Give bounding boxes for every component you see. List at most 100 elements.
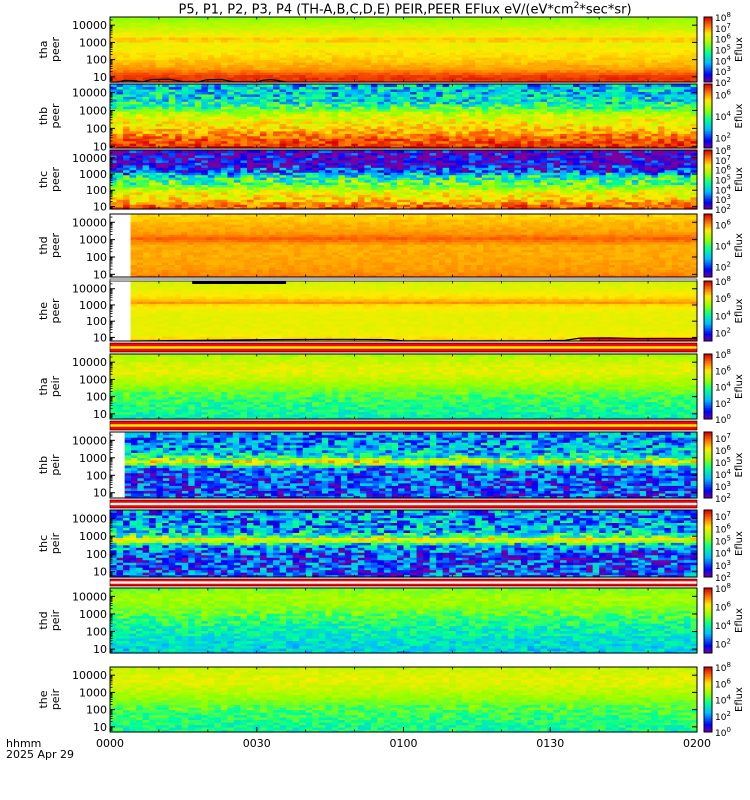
heatmap-cell xyxy=(162,72,170,76)
heatmap-cell xyxy=(233,79,242,83)
heatmap-cell xyxy=(273,49,281,53)
heatmap-cell xyxy=(475,39,483,43)
heatmap-cell xyxy=(351,39,359,43)
heatmap-cell xyxy=(357,62,365,66)
heatmap-cell xyxy=(677,74,685,78)
heatmap-cell xyxy=(136,72,144,76)
heatmap-cell xyxy=(657,49,665,53)
heatmap-cell xyxy=(566,22,574,26)
heatmap-cell xyxy=(527,42,535,46)
heatmap-cell xyxy=(560,37,568,41)
heatmap-cell xyxy=(573,62,581,66)
heatmap-cell xyxy=(488,52,496,56)
heatmap-cell xyxy=(299,74,307,78)
heatmap-cell xyxy=(625,19,633,23)
heatmap-cell xyxy=(233,17,242,21)
heatmap-cell xyxy=(214,44,222,48)
heatmap-cell xyxy=(214,27,222,31)
heatmap-cell xyxy=(149,34,157,38)
heatmap-cell xyxy=(338,59,346,63)
heatmap-cell xyxy=(286,47,294,51)
heatmap-cell xyxy=(631,29,639,33)
heatmap-cell xyxy=(331,39,339,43)
heatmap-cell xyxy=(599,32,607,36)
heatmap-cell xyxy=(312,62,320,66)
heatmap-cell xyxy=(260,54,268,58)
heatmap-cell xyxy=(683,67,692,71)
heatmap-cell xyxy=(455,32,463,36)
colorbar-label: Eflux xyxy=(734,37,745,62)
heatmap-cell xyxy=(266,64,274,68)
heatmap-cell xyxy=(501,52,509,56)
heatmap-cell xyxy=(494,64,502,68)
heatmap-cell xyxy=(553,67,561,71)
heatmap-cell xyxy=(507,32,515,36)
heatmap-cell xyxy=(136,54,144,58)
heatmap-cell xyxy=(429,17,437,21)
heatmap-cell xyxy=(266,52,274,56)
heatmap-cell xyxy=(683,79,692,83)
heatmap-cell xyxy=(670,42,679,46)
heatmap-cell xyxy=(507,47,515,51)
heatmap-cell xyxy=(612,69,620,73)
heatmap-cell xyxy=(579,44,587,48)
heatmap-cell xyxy=(292,74,300,78)
heatmap-cell xyxy=(657,44,665,48)
heatmap-cell xyxy=(240,37,248,41)
heatmap-cell xyxy=(416,19,424,23)
heatmap-cell xyxy=(377,79,385,83)
heatmap-cell xyxy=(396,54,405,58)
heatmap-cell xyxy=(390,69,398,73)
heatmap-cell xyxy=(246,52,255,56)
heatmap-cell xyxy=(429,47,437,51)
heatmap-cell xyxy=(181,22,189,26)
heatmap-cell xyxy=(423,19,431,23)
heatmap-cell xyxy=(670,37,679,41)
heatmap-cell xyxy=(188,27,196,31)
heatmap-cell xyxy=(423,74,431,78)
heatmap-cell xyxy=(651,42,659,46)
heatmap-cell xyxy=(690,34,698,38)
heatmap-cell xyxy=(573,19,581,23)
heatmap-cell xyxy=(677,57,685,61)
heatmap-cell xyxy=(573,67,581,71)
heatmap-cell xyxy=(644,54,652,58)
heatmap-cell xyxy=(644,52,652,56)
heatmap-cell xyxy=(168,69,176,73)
heatmap-cell xyxy=(201,77,209,81)
heatmap-cell xyxy=(462,39,470,43)
heatmap-cell xyxy=(142,72,150,76)
heatmap-cell xyxy=(560,29,568,33)
heatmap-cell xyxy=(286,79,294,83)
heatmap-cell xyxy=(670,52,679,56)
heatmap-cell xyxy=(560,52,568,56)
heatmap-cell xyxy=(312,44,320,48)
heatmap-cell xyxy=(553,72,561,76)
heatmap-cell xyxy=(481,72,489,76)
heatmap-cell xyxy=(233,37,242,41)
heatmap-cell xyxy=(429,29,437,33)
heatmap-cell xyxy=(592,44,600,48)
heatmap-cell xyxy=(560,74,568,78)
heatmap-cell xyxy=(475,19,483,23)
heatmap-cell xyxy=(338,19,346,23)
heatmap-cell xyxy=(279,27,287,31)
heatmap-cell xyxy=(442,32,450,36)
heatmap-cell xyxy=(677,67,685,71)
heatmap-cell xyxy=(670,34,679,38)
heatmap-cell xyxy=(129,17,137,21)
heatmap-cell xyxy=(292,54,300,58)
heatmap-cell xyxy=(527,64,535,68)
heatmap-cell xyxy=(273,37,281,41)
heatmap-cell xyxy=(488,62,496,66)
heatmap-cell xyxy=(449,47,457,51)
heatmap-cell xyxy=(586,67,594,71)
heatmap-cell xyxy=(416,47,424,51)
heatmap-cell xyxy=(507,29,515,33)
heatmap-cell xyxy=(442,22,450,26)
heatmap-cell xyxy=(201,22,209,26)
heatmap-cell xyxy=(423,62,431,66)
heatmap-cell xyxy=(194,22,202,26)
heatmap-cell xyxy=(436,27,444,31)
heatmap-cell xyxy=(494,72,502,76)
